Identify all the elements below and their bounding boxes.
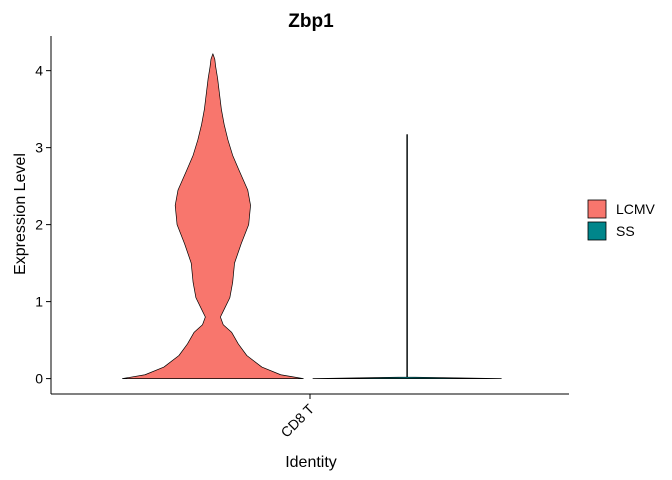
x-axis-ticks: CD8 T bbox=[277, 394, 317, 441]
plot-area bbox=[122, 53, 502, 379]
x-tick-label: CD8 T bbox=[277, 400, 317, 440]
legend-swatch-lcmv bbox=[587, 199, 607, 219]
legend-swatch-ss bbox=[587, 221, 607, 241]
y-axis-ticks: 0 1 2 3 4 bbox=[35, 63, 51, 387]
x-axis-title: Identity bbox=[285, 454, 337, 471]
y-tick-label: 1 bbox=[35, 294, 43, 310]
legend: LCMV SS bbox=[587, 199, 656, 241]
chart-title: Zbp1 bbox=[288, 11, 334, 32]
y-axis-title: Expression Level bbox=[12, 153, 29, 275]
y-tick-label: 0 bbox=[35, 371, 43, 387]
violin-lcmv bbox=[122, 53, 304, 379]
y-tick-label: 4 bbox=[35, 63, 43, 79]
legend-label-ss: SS bbox=[616, 223, 635, 239]
legend-label-lcmv: LCMV bbox=[616, 201, 656, 217]
y-tick-label: 2 bbox=[35, 217, 43, 233]
y-tick-label: 3 bbox=[35, 140, 43, 156]
violin-ss bbox=[312, 134, 502, 379]
